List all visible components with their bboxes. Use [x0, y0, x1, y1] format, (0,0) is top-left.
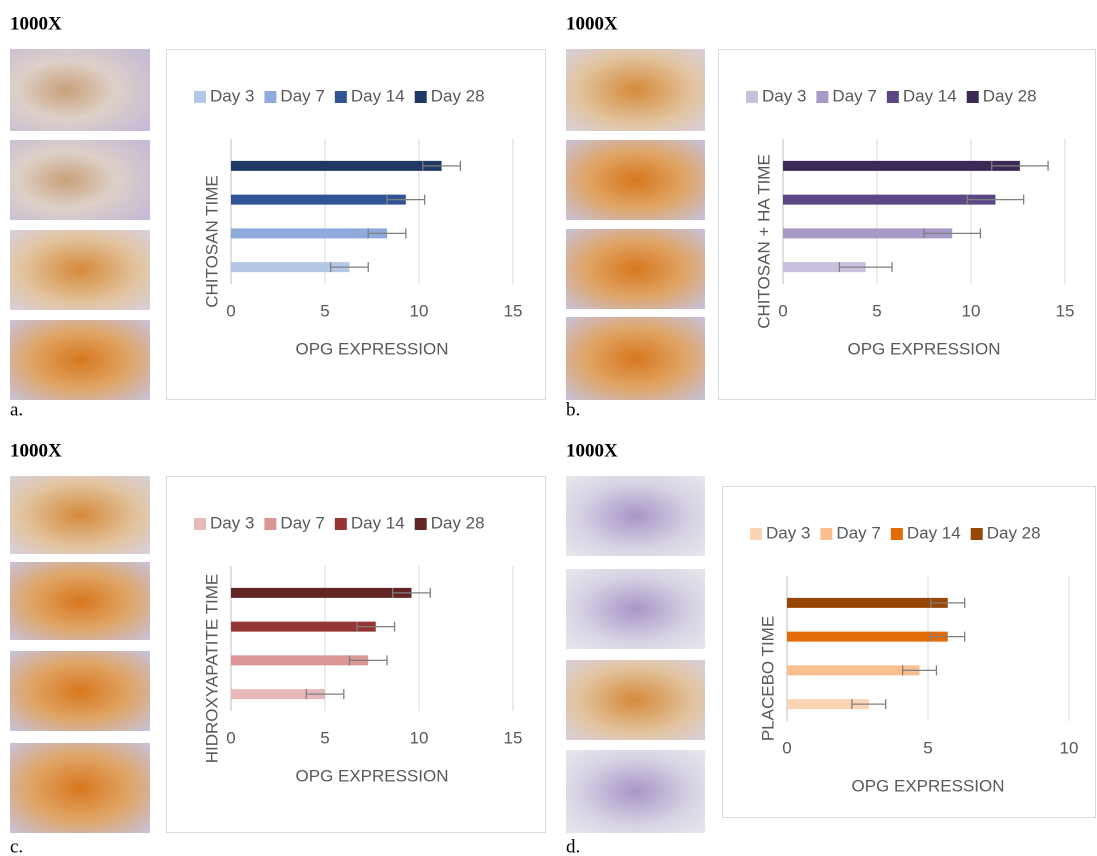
magnification-label: 1000X	[566, 13, 618, 34]
x-tick-label: 5	[320, 301, 329, 320]
x-tick-label: 0	[226, 728, 235, 747]
legend-swatch	[194, 518, 206, 530]
legend-label: Day 7	[832, 86, 876, 105]
bar	[231, 228, 387, 238]
y-axis-title: HIDROXYAPATITE TIME	[202, 574, 221, 764]
legend-label: Day 14	[907, 523, 961, 542]
y-axis-title: CHITOSAN + HA TIME	[754, 154, 773, 329]
x-axis-title: OPG EXPRESSION	[851, 776, 1004, 795]
x-tick-label: 5	[872, 301, 881, 320]
x-tick-label: 0	[782, 738, 791, 757]
legend-swatch	[335, 91, 347, 103]
x-axis-title: OPG EXPRESSION	[295, 766, 448, 785]
x-tick-label: 15	[1056, 301, 1075, 320]
panel-label: b.	[566, 399, 580, 420]
bar	[787, 665, 920, 675]
bar	[231, 622, 376, 632]
legend-swatch	[887, 91, 899, 103]
legend-swatch	[820, 528, 832, 540]
bar	[787, 598, 948, 608]
y-axis-title: CHITOSAN TIME	[202, 175, 221, 308]
legend-swatch	[971, 528, 983, 540]
legend-label: Day 28	[987, 523, 1041, 542]
legend-label: Day 28	[431, 86, 485, 105]
x-tick-label: 15	[504, 728, 523, 747]
x-axis-title: OPG EXPRESSION	[847, 339, 1000, 358]
legend-label: Day 28	[983, 86, 1037, 105]
legend-swatch	[264, 518, 276, 530]
legend-swatch	[194, 91, 206, 103]
legend-swatch	[415, 518, 427, 530]
x-axis-title: OPG EXPRESSION	[295, 339, 448, 358]
magnification-label: 1000X	[10, 13, 62, 34]
legend-label: Day 3	[210, 513, 254, 532]
bar	[231, 588, 411, 598]
bar	[787, 632, 948, 642]
legend-swatch	[967, 91, 979, 103]
legend-label: Day 28	[431, 513, 485, 532]
magnification-label: 1000X	[566, 440, 618, 461]
x-tick-label: 10	[1060, 738, 1079, 757]
x-tick-label: 10	[962, 301, 981, 320]
legend-swatch	[891, 528, 903, 540]
legend-swatch	[264, 91, 276, 103]
panel-label: c.	[10, 836, 23, 856]
legend-label: Day 7	[836, 523, 880, 542]
x-tick-label: 10	[410, 728, 429, 747]
bar	[231, 195, 406, 205]
legend-swatch	[816, 91, 828, 103]
legend-swatch	[746, 91, 758, 103]
legend-label: Day 14	[351, 86, 405, 105]
panel-label: a.	[10, 399, 23, 420]
bar	[231, 161, 442, 171]
legend-swatch	[750, 528, 762, 540]
legend-label: Day 3	[766, 523, 810, 542]
legend-label: Day 7	[280, 513, 324, 532]
legend-label: Day 3	[762, 86, 806, 105]
x-tick-label: 5	[923, 738, 932, 757]
panel-label: d.	[566, 836, 580, 856]
x-tick-label: 10	[410, 301, 429, 320]
x-tick-label: 15	[504, 301, 523, 320]
legend-label: Day 7	[280, 86, 324, 105]
legend-label: Day 14	[351, 513, 405, 532]
legend-swatch	[335, 518, 347, 530]
legend-label: Day 3	[210, 86, 254, 105]
x-tick-label: 5	[320, 728, 329, 747]
bar	[783, 195, 995, 205]
bar	[783, 161, 1020, 171]
magnification-label: 1000X	[10, 440, 62, 461]
y-axis-title: PLACEBO TIME	[758, 616, 777, 741]
legend-swatch	[415, 91, 427, 103]
bar	[231, 655, 368, 665]
legend-label: Day 14	[903, 86, 957, 105]
x-tick-label: 0	[778, 301, 787, 320]
figure: 1000X a. 1000X b. 1000X c. 1000X d. 0 5 10 15 OPG EX…	[0, 0, 1097, 856]
x-tick-label: 0	[226, 301, 235, 320]
